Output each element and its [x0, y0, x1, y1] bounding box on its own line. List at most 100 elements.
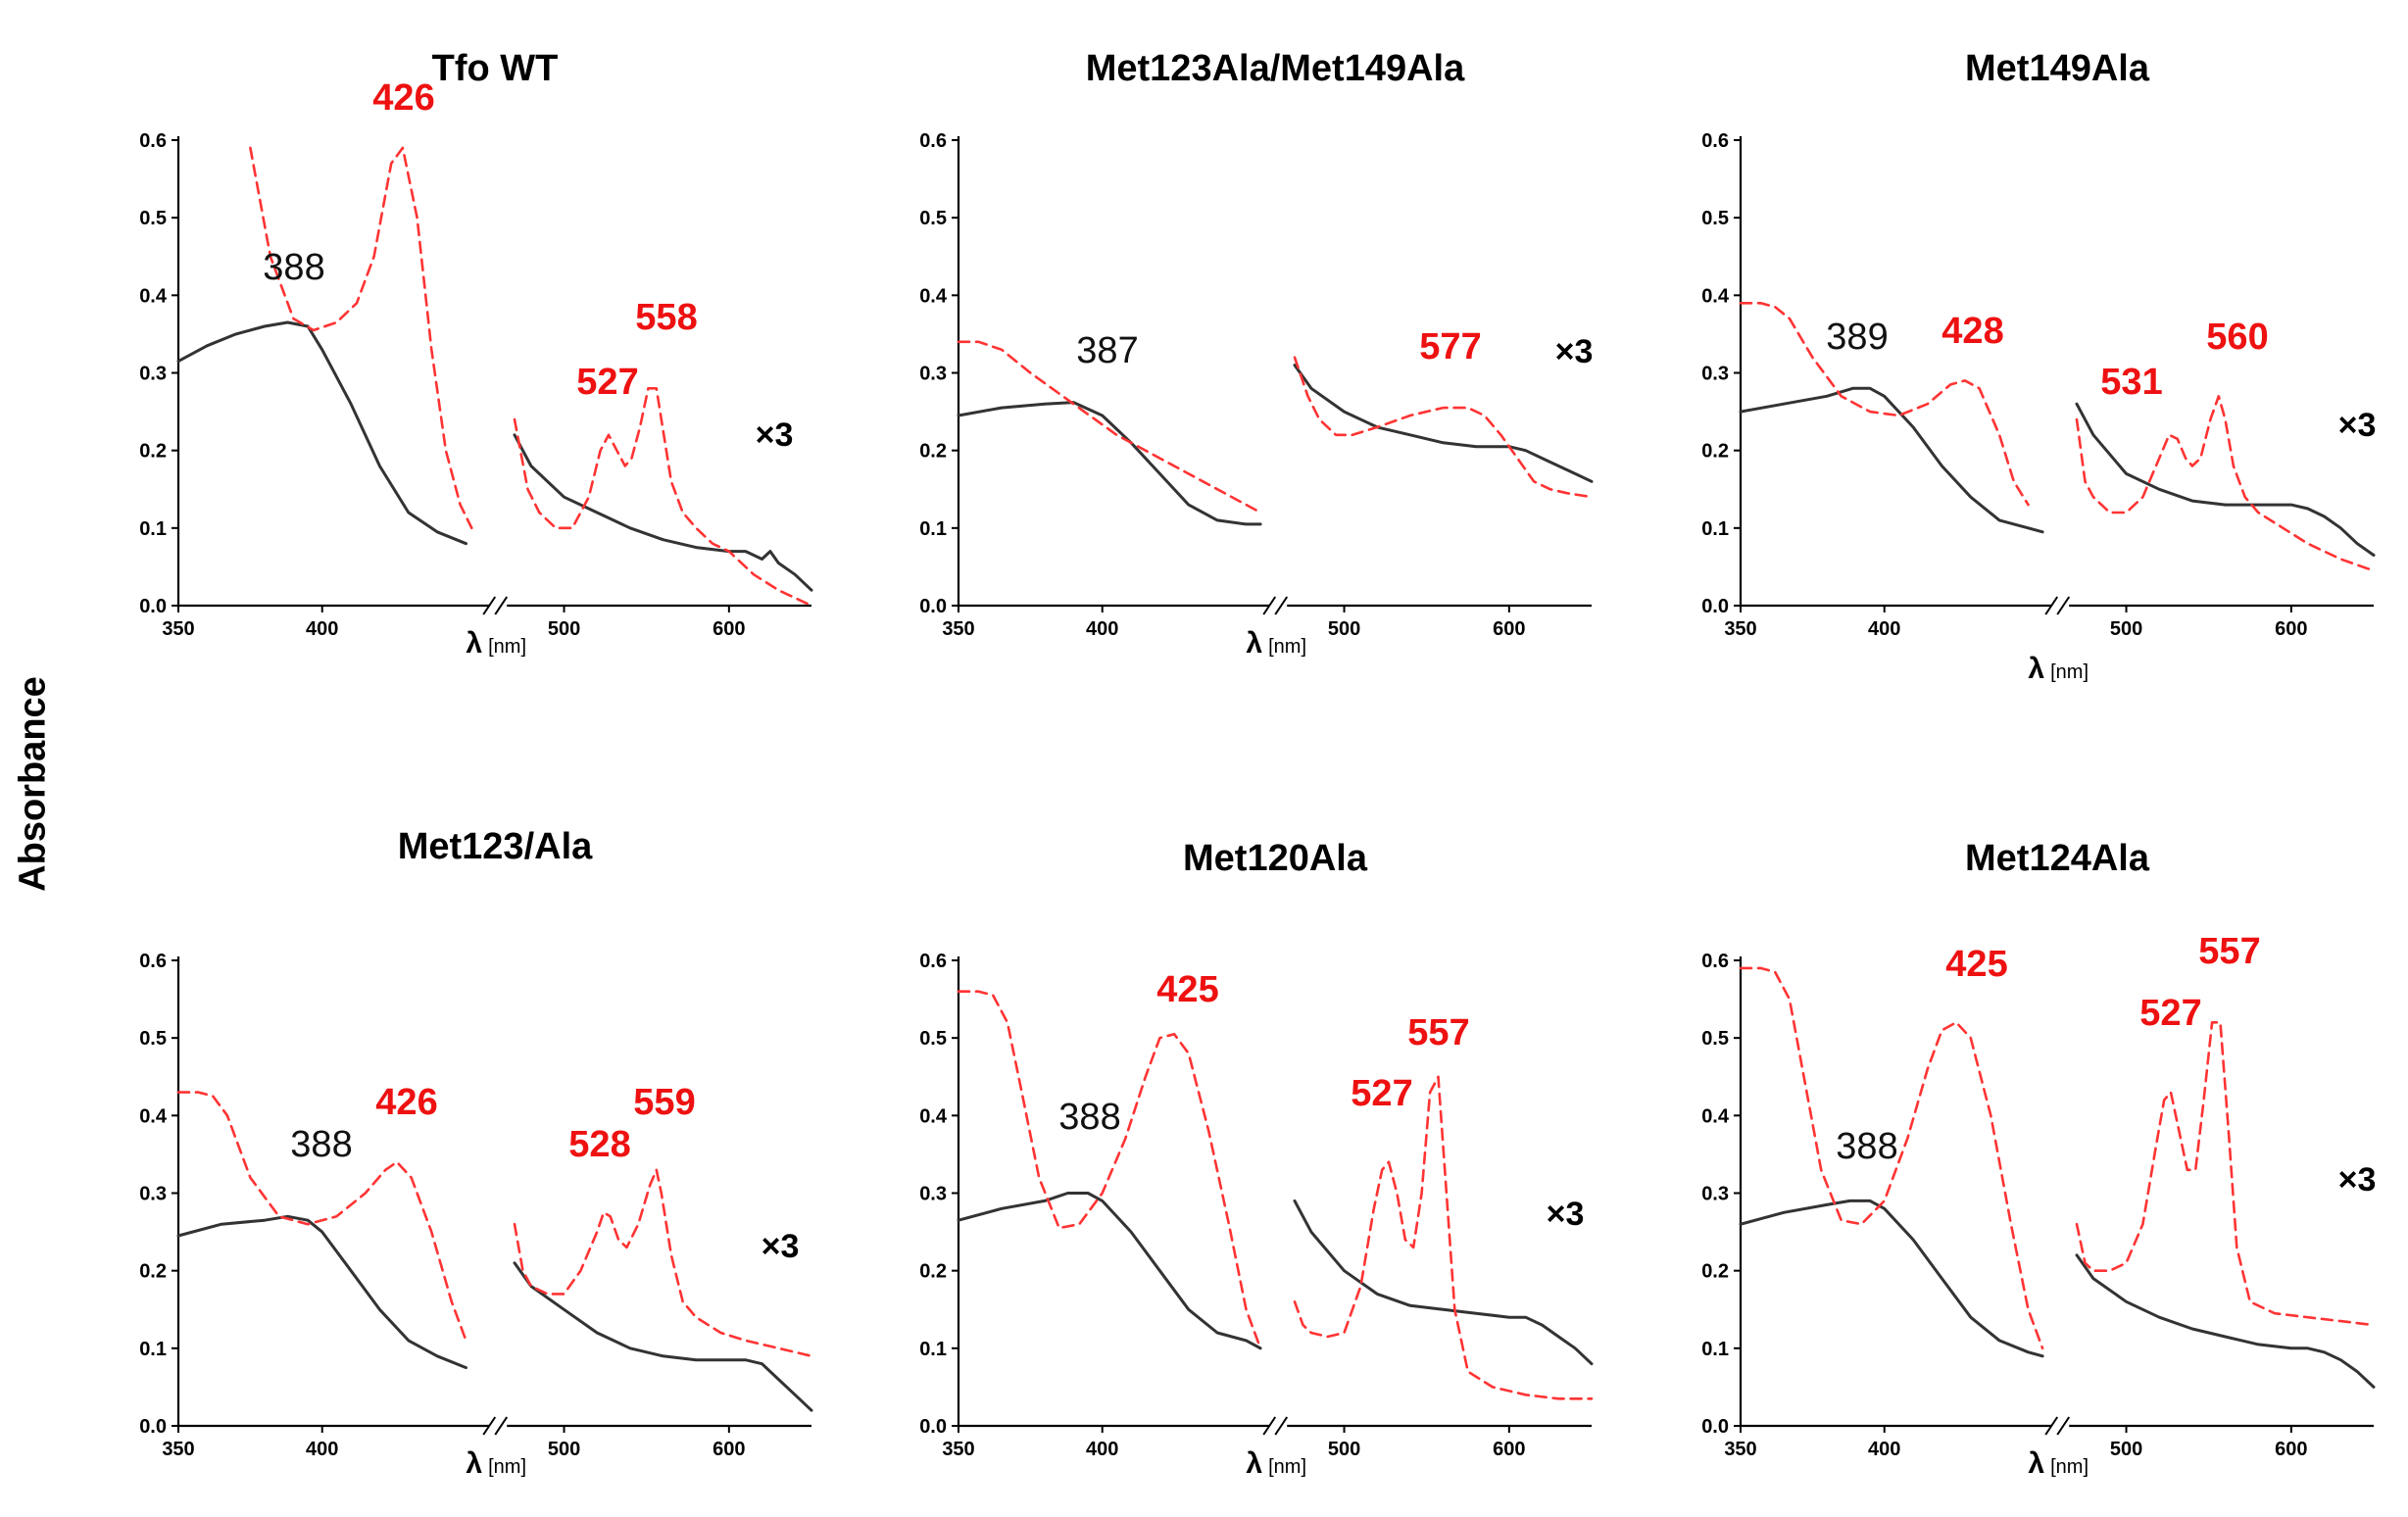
panel-4-x-axis-label: λ [nm] — [466, 1447, 526, 1480]
panel-6-x-tick-label-1: 400 — [1868, 1439, 1900, 1460]
panel-6-y-tick-label-3: 0.3 — [1701, 1184, 1729, 1205]
panel-5-scale-note: ×3 — [1547, 1196, 1585, 1233]
panel-1-x-tick-label-3: 600 — [713, 618, 745, 640]
panel-2-series-solid-left — [957, 401, 1262, 526]
panel-3-series-solid-left — [1739, 386, 2044, 534]
panel-6-series-solid-left — [1739, 1199, 2044, 1358]
panel-6-title: Met124Ala — [1965, 838, 2150, 879]
panel-1-y-tick-label-5: 0.5 — [139, 208, 167, 229]
panel-4-y-tick-label-4: 0.4 — [139, 1105, 168, 1127]
panel-6-peak-label-557: 557 — [2198, 931, 2260, 972]
panel-6-x-tick-label-3: 600 — [2275, 1439, 2307, 1460]
panel-5-x-tick-label-2: 500 — [1328, 1439, 1360, 1460]
panel-2-scale-note: ×3 — [1555, 333, 1594, 370]
panel-3-x-tick-label-2: 500 — [2110, 618, 2142, 640]
panel-1-x-axis-label-symbol: λ — [466, 627, 482, 660]
panel-1-series-solid-right — [513, 433, 813, 592]
panel-5-y-tick-label-2: 0.2 — [919, 1261, 947, 1283]
panel-5-peak-label-557: 557 — [1407, 1012, 1469, 1053]
panel-2-x-axis-label-unit: [nm] — [1268, 636, 1306, 658]
panel-2-peak-label-577: 577 — [1419, 326, 1481, 367]
panel-4-y-tick-label-2: 0.2 — [139, 1261, 167, 1283]
panel-5-x-axis-label-unit: [nm] — [1268, 1456, 1306, 1478]
panel-5-axis-break-mark-1 — [1262, 1416, 1277, 1436]
panel-3-x-axis-label-symbol: λ — [2028, 653, 2044, 685]
panel-4-series-dashed-left — [176, 1091, 467, 1343]
panel-6-axis-break-mark-2 — [2056, 1416, 2071, 1436]
panel-6-y-tick-label-0: 0.0 — [1701, 1416, 1729, 1438]
panel-3-y-tick-label-6: 0.6 — [1701, 130, 1729, 152]
panel-1-series-solid-left — [176, 320, 467, 546]
panel-3-x-tick-label-3: 600 — [2275, 618, 2307, 640]
panel-1-x-tick-label-0: 350 — [162, 618, 194, 640]
panel-3-x-tick-label-0: 350 — [1724, 618, 1756, 640]
panel-2-y-tick-label-2: 0.2 — [919, 441, 947, 463]
panel-3-y-tick-label-4: 0.4 — [1701, 285, 1730, 307]
panel-4-y-tick-label-3: 0.3 — [139, 1184, 167, 1205]
panel-3-x-axis-label: λ [nm] — [2028, 653, 2089, 685]
panel-5-series-solid-left — [957, 1192, 1262, 1350]
panel-3-axis-break-mark-2 — [2056, 596, 2071, 615]
panel-4-peak-label-528: 528 — [568, 1124, 630, 1165]
panel-3-scale-note: ×3 — [2338, 407, 2377, 444]
panel-1-y-tick-label-1: 0.1 — [139, 518, 167, 540]
panel-1-axis-break-mark-1 — [482, 596, 497, 615]
panel-6-x-axis-label-unit: [nm] — [2050, 1456, 2089, 1478]
panel-5-peak-label-527: 527 — [1351, 1073, 1412, 1114]
panel-6-y-tick-label-6: 0.6 — [1701, 951, 1729, 972]
panel-4-peak-label-388: 388 — [290, 1124, 352, 1165]
panel-1-title: Tfo WT — [432, 48, 559, 89]
panel-3-peak-label-560: 560 — [2206, 317, 2268, 358]
panel-4-peak-label-426: 426 — [375, 1082, 437, 1123]
panel-6-y-tick-label-1: 0.1 — [1701, 1339, 1729, 1360]
panel-4-x-axis-label-unit: [nm] — [488, 1456, 526, 1478]
panel-5-series-dashed-left — [957, 990, 1262, 1350]
panel-5-axis-break-mark-2 — [1274, 1416, 1289, 1436]
panel-3-x-axis-label-unit: [nm] — [2050, 661, 2089, 683]
panel-3-title: Met149Ala — [1965, 48, 2150, 89]
panel-2-y-tick-label-6: 0.6 — [919, 130, 947, 152]
panel-1-x-axis-label: λ [nm] — [466, 627, 526, 660]
panel-5-x-axis-label: λ [nm] — [1246, 1447, 1306, 1480]
panel-4-title: Met123/Ala — [398, 826, 593, 867]
panel-3-axis-break-mark-1 — [2044, 596, 2059, 615]
panel-5-y-tick-label-6: 0.6 — [919, 951, 947, 972]
panel-5-y-tick-label-3: 0.3 — [919, 1184, 947, 1205]
panel-1-series-dashed-right — [513, 386, 813, 608]
panel-4-y-tick-label-6: 0.6 — [139, 951, 167, 972]
panel-6-y-tick-label-2: 0.2 — [1701, 1261, 1729, 1283]
panel-1-axis-break-mark-2 — [494, 596, 509, 615]
panel-6-y-tick-label-4: 0.4 — [1701, 1105, 1730, 1127]
panel-4-series-solid-right — [513, 1261, 813, 1412]
panel-2-x-axis-label-symbol: λ — [1246, 627, 1262, 660]
panel-4-series-solid-left — [176, 1214, 467, 1370]
panel-1-y-tick-label-4: 0.4 — [139, 285, 168, 307]
panel-1-peak-label-527: 527 — [576, 362, 638, 403]
panel-2-x-tick-label-0: 350 — [942, 618, 974, 640]
panel-1-peak-label-558: 558 — [635, 297, 697, 338]
panel-2-y-tick-label-0: 0.0 — [919, 596, 947, 617]
panel-6-x-tick-label-2: 500 — [2110, 1439, 2142, 1460]
panel-3-y-tick-label-5: 0.5 — [1701, 208, 1729, 229]
panel-4-x-axis-label-symbol: λ — [466, 1447, 482, 1480]
panel-2-y-tick-label-1: 0.1 — [919, 518, 947, 540]
panel-6-axis-break-mark-1 — [2044, 1416, 2059, 1436]
panel-2-title: Met123Ala/Met149Ala — [1086, 48, 1465, 89]
panel-1-y-tick-label-0: 0.0 — [139, 596, 167, 617]
panel-2-series-dashed-right — [1293, 356, 1594, 499]
panel-4-x-tick-label-2: 500 — [548, 1439, 580, 1460]
panel-3-y-tick-label-3: 0.3 — [1701, 364, 1729, 385]
panel-4-scale-note: ×3 — [762, 1228, 800, 1265]
panel-3-y-tick-label-0: 0.0 — [1701, 596, 1729, 617]
panel-4-y-tick-label-1: 0.1 — [139, 1339, 167, 1360]
panel-5-series-dashed-right — [1293, 1075, 1594, 1400]
panel-3-series-dashed-right — [2075, 394, 2376, 572]
panel-2-y-tick-label-4: 0.4 — [919, 285, 948, 307]
panel-6-peak-label-388: 388 — [1836, 1126, 1897, 1167]
panel-2-x-tick-label-3: 600 — [1493, 618, 1525, 640]
panel-2-peak-label-387: 387 — [1076, 330, 1138, 371]
panel-3-peak-label-531: 531 — [2100, 362, 2162, 403]
panel-5-x-axis-label-symbol: λ — [1246, 1447, 1262, 1480]
panel-6-x-tick-label-0: 350 — [1724, 1439, 1756, 1460]
